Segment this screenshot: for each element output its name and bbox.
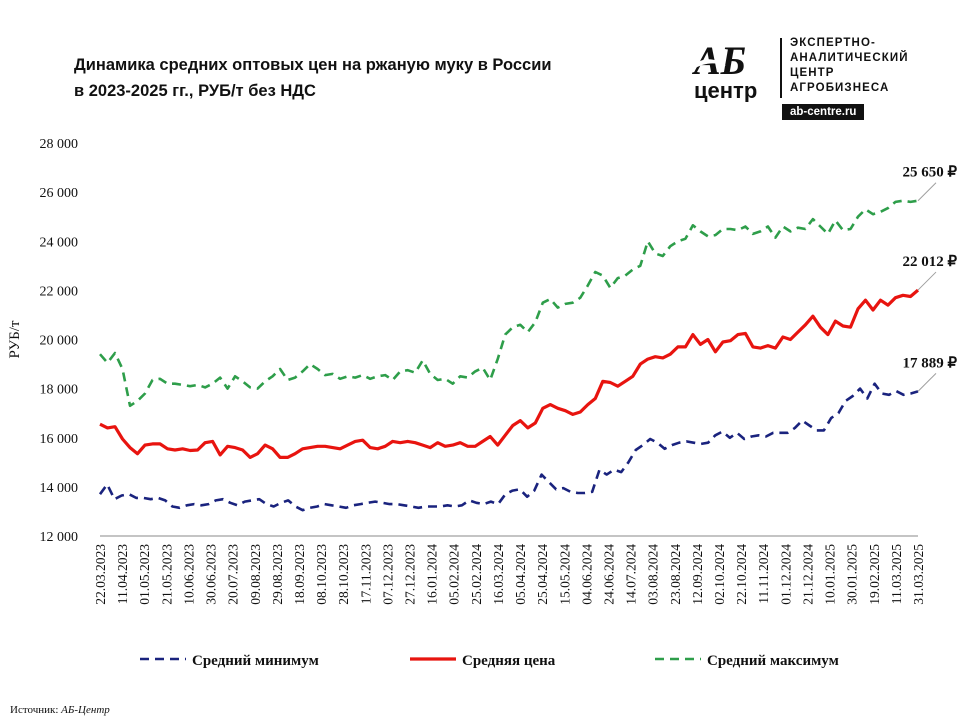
x-tick-label: 24.06.2024 bbox=[601, 544, 616, 605]
x-tick-label: 31.03.2025 bbox=[911, 544, 926, 605]
x-tick-label: 11.04.2023 bbox=[115, 544, 130, 604]
x-tick-label: 14.07.2024 bbox=[624, 544, 639, 605]
ab-centre-logo-mark: АБ центр bbox=[691, 38, 757, 102]
y-tick-label: 14 000 bbox=[40, 481, 79, 496]
legend-label-1: Средний минимум bbox=[192, 653, 319, 669]
x-tick-label: 12.09.2024 bbox=[690, 544, 705, 605]
logo-mark-bottom: центр bbox=[694, 78, 757, 102]
end-value-label: 25 650 ₽ bbox=[902, 165, 957, 181]
end-value-label: 22 012 ₽ bbox=[902, 254, 957, 270]
x-tick-label: 28.10.2023 bbox=[336, 544, 351, 605]
x-tick-label: 09.08.2023 bbox=[248, 544, 263, 605]
x-tick-label: 17.11.2023 bbox=[358, 544, 373, 604]
x-tick-label: 07.12.2023 bbox=[380, 544, 395, 605]
x-tick-label: 25.04.2024 bbox=[535, 544, 550, 605]
legend-label-2: Средняя цена bbox=[462, 653, 556, 669]
y-tick-label: 16 000 bbox=[40, 432, 79, 447]
x-tick-label: 20.07.2023 bbox=[226, 544, 241, 605]
x-tick-label: 29.08.2023 bbox=[270, 544, 285, 605]
logo-separator bbox=[780, 38, 782, 98]
x-tick-label: 04.06.2024 bbox=[579, 544, 594, 605]
x-tick-label: 11.11.2024 bbox=[756, 544, 771, 604]
logo-line-2: АНАЛИТИЧЕСКИЙ bbox=[790, 52, 909, 64]
x-tick-label: 16.03.2024 bbox=[491, 544, 506, 605]
y-tick-label: 12 000 bbox=[40, 530, 79, 545]
x-tick-label: 10.06.2023 bbox=[181, 544, 196, 605]
source-label: Источник: bbox=[10, 704, 59, 716]
x-tick-label: 05.04.2024 bbox=[513, 544, 528, 605]
end-label-leader bbox=[917, 271, 937, 291]
source-value: АБ-Центр bbox=[61, 704, 110, 716]
series-line-3 bbox=[99, 199, 919, 408]
series-line-1 bbox=[98, 382, 919, 512]
y-axis-label: РУБ/т bbox=[7, 320, 23, 358]
x-tick-label: 05.02.2024 bbox=[447, 544, 462, 605]
x-tick-label: 01.12.2024 bbox=[778, 544, 793, 605]
x-tick-label: 23.08.2024 bbox=[668, 544, 683, 605]
logo-text: ЭКСПЕРТНО- АНАЛИТИЧЕСКИЙ ЦЕНТР АГРОБИЗНЕ… bbox=[790, 36, 909, 96]
x-tick-label: 30.01.2025 bbox=[845, 544, 860, 605]
x-tick-label: 02.10.2024 bbox=[712, 544, 727, 605]
x-tick-label: 08.10.2023 bbox=[314, 544, 329, 605]
chart-title-line-2: в 2023-2025 гг., РУБ/т без НДС bbox=[74, 82, 316, 100]
series-line-2 bbox=[99, 288, 920, 459]
chart-title: Динамика средних оптовых цен на ржаную м… bbox=[74, 52, 674, 104]
x-tick-label: 11.03.2025 bbox=[889, 544, 904, 604]
x-tick-label: 21.12.2024 bbox=[800, 544, 815, 605]
ab-centre-logo: АБ центр ЭКСПЕРТНО- АНАЛИТИЧЕСКИЙ ЦЕНТР … bbox=[690, 36, 940, 122]
x-tick-label: 19.02.2025 bbox=[867, 544, 882, 605]
logo-site-badge: ab-centre.ru bbox=[782, 104, 865, 120]
end-value-label: 17 889 ₽ bbox=[902, 355, 957, 371]
logo-line-3: ЦЕНТР bbox=[790, 67, 835, 79]
y-tick-label: 24 000 bbox=[40, 235, 79, 250]
logo-mark-top: АБ bbox=[691, 38, 746, 83]
source-note: Источник: АБ-Центр bbox=[10, 704, 110, 716]
y-tick-label: 22 000 bbox=[40, 284, 79, 299]
x-tick-label: 18.09.2023 bbox=[292, 544, 307, 605]
legend-label-3: Средний максимум bbox=[707, 653, 839, 669]
x-tick-label: 25.02.2024 bbox=[469, 544, 484, 605]
y-tick-label: 26 000 bbox=[40, 186, 79, 201]
end-label-leader bbox=[917, 372, 937, 392]
x-tick-label: 10.01.2025 bbox=[823, 544, 838, 605]
x-tick-label: 22.03.2023 bbox=[93, 544, 108, 605]
end-label-leader bbox=[917, 182, 937, 202]
x-tick-label: 27.12.2023 bbox=[403, 544, 418, 605]
x-tick-label: 30.06.2023 bbox=[204, 544, 219, 605]
y-tick-label: 28 000 bbox=[40, 137, 79, 152]
x-tick-label: 01.05.2023 bbox=[137, 544, 152, 605]
x-tick-label: 21.05.2023 bbox=[159, 544, 174, 605]
chart-title-line-1: Динамика средних оптовых цен на ржаную м… bbox=[74, 56, 552, 74]
logo-line-1: ЭКСПЕРТНО- bbox=[790, 37, 876, 49]
logo-line-4: АГРОБИЗНЕСА bbox=[790, 82, 890, 94]
x-tick-label: 03.08.2024 bbox=[646, 544, 661, 605]
price-line-chart: 12 000 14 000 16 000 18 000 20 000 22 000 24 0… bbox=[7, 137, 957, 669]
x-tick-label: 22.10.2024 bbox=[734, 544, 749, 605]
y-tick-label: 18 000 bbox=[40, 383, 79, 398]
x-tick-label: 15.05.2024 bbox=[557, 544, 572, 605]
x-tick-label: 16.01.2024 bbox=[425, 544, 440, 605]
y-tick-label: 20 000 bbox=[40, 334, 79, 349]
